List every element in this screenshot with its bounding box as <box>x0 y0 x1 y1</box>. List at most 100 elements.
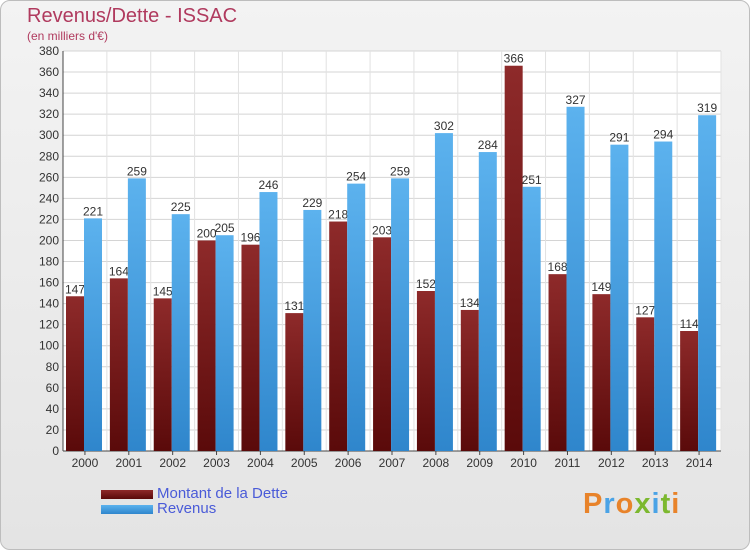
chart-title: Revenus/Dette - ISSAC <box>27 5 238 27</box>
y-tick-label: 160 <box>39 276 59 290</box>
bar-revenue <box>434 133 453 451</box>
data-label-debt: 196 <box>240 231 260 245</box>
legend-label-debt: Montant de la Dette <box>157 485 288 502</box>
y-axis: 0 20 40 60 80 100 120 140 160 180 200 220 240 260 280 3… <box>39 44 721 458</box>
bar-revenue <box>478 152 497 452</box>
data-label-debt: 200 <box>197 226 217 240</box>
y-tick-label: 180 <box>39 255 59 269</box>
data-label-revenue: 229 <box>302 196 322 210</box>
data-label-debt: 366 <box>504 52 524 66</box>
x-tick-label: 2000 <box>72 456 99 470</box>
legend-swatch-revenue <box>101 505 153 514</box>
data-label-debt: 152 <box>416 277 436 291</box>
bar-debt <box>504 65 523 451</box>
bar-debt <box>460 309 479 451</box>
logo-letter: P <box>583 488 604 520</box>
bar-revenue <box>566 106 585 451</box>
data-label-revenue: 294 <box>653 128 673 142</box>
data-label-revenue: 205 <box>215 221 235 235</box>
bar-revenue <box>347 183 366 451</box>
bar-revenue <box>391 178 410 452</box>
bar-debt <box>197 240 216 451</box>
data-label-debt: 145 <box>153 284 173 298</box>
data-label-revenue: 284 <box>478 138 498 152</box>
x-tick-label: 2007 <box>379 456 406 470</box>
data-label-debt: 168 <box>548 260 568 274</box>
bar-revenue <box>610 144 629 451</box>
data-label-revenue: 251 <box>522 173 542 187</box>
data-label-debt: 164 <box>109 264 129 278</box>
data-label-revenue: 254 <box>346 170 366 184</box>
legend-swatch-debt <box>101 490 153 499</box>
logo-letter: i <box>671 488 681 520</box>
y-tick-label: 380 <box>39 44 59 58</box>
legend-label-revenue: Revenus <box>157 500 217 517</box>
y-tick-label: 320 <box>39 107 59 121</box>
bar-debt <box>592 294 611 451</box>
y-tick-label: 240 <box>39 191 59 205</box>
x-tick-label: 2010 <box>510 456 537 470</box>
x-tick-label: 2009 <box>466 456 493 470</box>
y-tick-label: 220 <box>39 212 59 226</box>
y-tick-label: 40 <box>46 402 60 416</box>
bar-debt <box>416 291 435 451</box>
x-tick-label: 2011 <box>555 456 581 470</box>
data-label-revenue: 225 <box>171 200 191 214</box>
y-tick-label: 260 <box>39 170 59 184</box>
logo-letter: r <box>603 488 616 520</box>
y-tick-label: 300 <box>39 128 59 142</box>
x-tick-label: 2013 <box>642 456 669 470</box>
data-label-debt: 131 <box>284 299 304 313</box>
data-label-debt: 218 <box>328 208 348 222</box>
y-tick-label: 200 <box>39 233 59 247</box>
data-label-revenue: 319 <box>697 101 717 115</box>
x-tick-label: 2012 <box>598 456 625 470</box>
y-tick-label: 360 <box>39 65 59 79</box>
bar-debt <box>109 278 128 451</box>
y-tick-label: 0 <box>52 444 59 458</box>
x-tick-label: 2005 <box>291 456 318 470</box>
bar-debt <box>66 296 84 451</box>
bar-debt <box>636 317 655 451</box>
data-label-debt: 114 <box>680 317 699 331</box>
data-label-revenue: 327 <box>566 93 586 107</box>
logo-letter: i <box>651 488 661 520</box>
bar-revenue <box>698 115 717 452</box>
x-tick-label: 2004 <box>247 456 274 470</box>
data-label-debt: 203 <box>372 223 392 237</box>
data-label-revenue: 259 <box>390 164 410 178</box>
bar-debt <box>548 274 567 451</box>
bar-revenue <box>654 141 673 452</box>
y-tick-label: 80 <box>46 360 60 374</box>
data-label-debt: 149 <box>591 280 611 294</box>
x-axis-labels: 2000 2001 2002 2003 2004 2005 2006 2007 2008 2009… <box>72 451 713 470</box>
logo-letter: o <box>615 488 635 520</box>
x-tick-label: 2008 <box>423 456 450 470</box>
y-tick-label: 140 <box>39 297 59 311</box>
y-tick-label: 340 <box>39 86 59 100</box>
bar-revenue <box>84 218 102 451</box>
y-tick-label: 120 <box>39 318 59 332</box>
bar-debt <box>373 237 392 451</box>
data-label-debt: 127 <box>635 303 655 317</box>
data-label-revenue: 246 <box>258 178 278 192</box>
logo-letter: x <box>634 488 652 520</box>
y-tick-label: 20 <box>46 423 60 437</box>
bar-revenue <box>215 235 234 451</box>
data-label-revenue: 221 <box>83 204 103 218</box>
bar-revenue <box>127 178 146 452</box>
bar-debt <box>241 244 260 451</box>
logo-letter: t <box>660 488 672 520</box>
x-tick-label: 2014 <box>686 456 713 470</box>
bar-revenue <box>171 214 190 451</box>
bar-revenue <box>303 209 322 451</box>
data-label-debt: 134 <box>460 296 480 310</box>
bar-revenue <box>259 192 278 452</box>
chart-subtitle: (en milliers d'€) <box>27 29 108 43</box>
bar-debt <box>153 298 172 451</box>
y-tick-label: 100 <box>39 339 59 353</box>
y-tick-label: 280 <box>39 149 59 163</box>
